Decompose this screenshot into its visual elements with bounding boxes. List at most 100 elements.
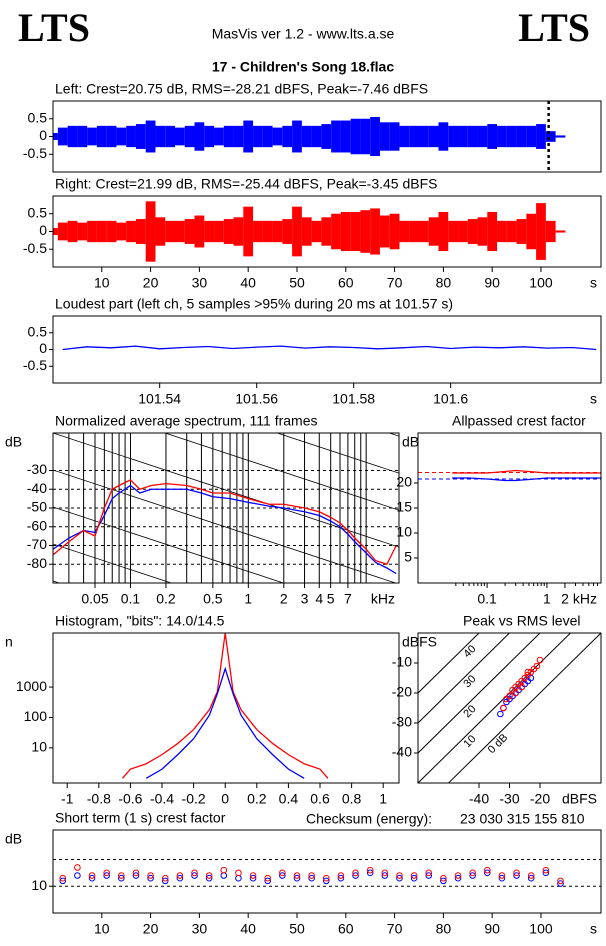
x-tick-label: -30: [499, 791, 519, 807]
series-line: [122, 633, 329, 779]
envelope: [360, 118, 371, 155]
x-tick-label: 7: [344, 591, 352, 607]
envelope: [145, 201, 156, 262]
point: [513, 869, 520, 877]
y-tick-label: 0: [39, 340, 47, 356]
envelope: [311, 125, 322, 148]
x-tick-label: 0: [221, 791, 229, 807]
point: [469, 872, 476, 879]
envelope: [409, 220, 419, 243]
envelope: [116, 222, 127, 241]
envelope: [506, 125, 517, 148]
envelope: [77, 125, 88, 148]
y-axis-label: dBFS: [402, 634, 437, 650]
envelope: [506, 220, 517, 243]
plot-frame: [52, 195, 602, 268]
envelope: [262, 125, 273, 148]
envelope: [53, 132, 58, 141]
point: [410, 872, 418, 879]
x-tick-label: 40: [240, 921, 256, 937]
envelope: [165, 220, 175, 243]
x-tick-label: 20: [143, 275, 159, 291]
x-tick-label: 101.6: [433, 391, 468, 407]
point: [264, 877, 272, 885]
envelope: [243, 206, 254, 257]
diagonal: [53, 469, 397, 583]
plot-area: [53, 201, 566, 262]
point: [454, 874, 462, 882]
checksum-label: Checksum (energy):: [306, 811, 432, 827]
point: [74, 864, 81, 871]
envelope: [516, 125, 527, 148]
point: [518, 683, 526, 691]
y-tick-label: 5: [404, 549, 412, 565]
x-axis-label: s: [590, 275, 597, 291]
point: [524, 668, 532, 676]
envelope: [53, 227, 58, 236]
x-axis-label: dBFS: [562, 791, 597, 807]
y-tick-label: 0.5: [28, 204, 48, 220]
envelope: [126, 125, 136, 148]
y-tick-label: -0.5: [23, 145, 47, 161]
envelope: [389, 122, 400, 151]
envelope: [126, 220, 136, 243]
point: [337, 872, 345, 879]
x-axis-label: kHz: [371, 591, 395, 607]
y-axis-label: dB: [5, 831, 22, 847]
file-title: 17 - Children's Song 18.flac: [212, 59, 394, 75]
envelope: [350, 118, 361, 155]
y-tick-label: -30: [392, 714, 412, 730]
crest-line: [447, 633, 601, 783]
series-line: [53, 484, 397, 575]
y-tick-label: 10: [31, 877, 47, 893]
point: [396, 874, 403, 882]
envelope: [370, 208, 380, 255]
point: [249, 872, 257, 879]
envelope: [116, 127, 127, 146]
envelope: [458, 220, 468, 243]
envelope: [184, 125, 195, 148]
chart-title: Short term (1 s) crest factor: [55, 810, 226, 826]
crest-label: 20: [461, 703, 478, 720]
y-tick-label: 0: [39, 127, 47, 143]
point: [506, 692, 513, 700]
y-tick-label: 10: [31, 739, 47, 755]
y-tick-label: -40: [392, 744, 412, 760]
point: [264, 874, 272, 882]
x-tick-label: 1: [543, 591, 551, 607]
x-tick-label: 80: [436, 275, 452, 291]
y-tick-label: -40: [27, 480, 47, 496]
envelope: [477, 217, 488, 246]
point: [498, 874, 506, 882]
point: [352, 872, 359, 879]
point: [381, 872, 389, 879]
plot-frame: [52, 632, 400, 784]
crest-line: [418, 633, 480, 694]
point: [103, 872, 110, 879]
envelope: [272, 220, 283, 243]
point: [322, 874, 330, 882]
envelope: [487, 124, 498, 149]
envelope: [204, 220, 215, 243]
point: [557, 880, 564, 887]
x-tick-label: 0.1: [121, 591, 141, 607]
envelope: [223, 219, 234, 244]
y-tick-label: 20: [396, 474, 412, 490]
plot-frame: [52, 315, 602, 384]
plot-area: [62, 345, 597, 351]
x-tick-label: 30: [192, 275, 208, 291]
envelope: [184, 219, 195, 244]
chart-title: Normalized average spectrum, 111 frames: [55, 413, 317, 429]
envelope: [340, 211, 351, 252]
logo: LTS: [518, 5, 590, 50]
x-tick-label: 100: [529, 921, 553, 937]
envelope: [87, 220, 97, 243]
envelope: [467, 125, 478, 148]
envelope: [223, 125, 234, 148]
point: [249, 874, 257, 882]
x-tick-label: 60: [338, 275, 354, 291]
point: [425, 869, 433, 877]
envelope: [399, 220, 410, 243]
y-tick-label: 1000: [16, 678, 47, 694]
y-tick-label: 10: [396, 524, 412, 540]
